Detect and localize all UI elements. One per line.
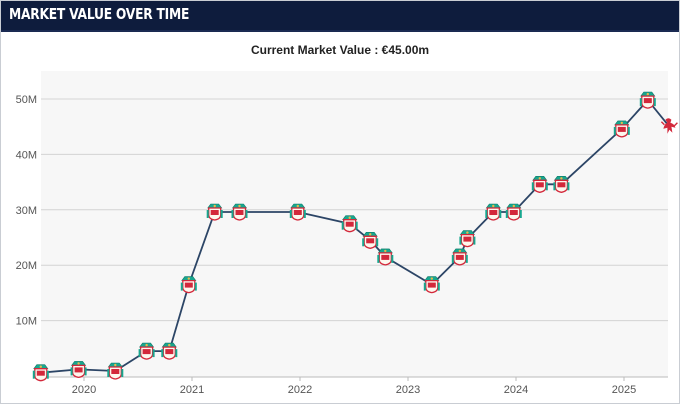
club-crest-icon bbox=[138, 342, 155, 360]
club-crest-icon bbox=[377, 248, 394, 266]
data-point[interactable] bbox=[639, 91, 656, 109]
club-crest-icon bbox=[70, 361, 87, 379]
current-market-value: Current Market Value : €45.00m bbox=[1, 43, 679, 57]
data-point[interactable] bbox=[505, 203, 522, 221]
data-point[interactable] bbox=[231, 203, 248, 221]
club-crest-icon bbox=[289, 203, 306, 221]
y-tick-label: 40M bbox=[16, 149, 37, 161]
data-point[interactable] bbox=[485, 203, 502, 221]
club-crest-icon bbox=[180, 276, 197, 294]
data-point[interactable] bbox=[107, 362, 124, 380]
club-crest-icon bbox=[362, 232, 379, 249]
club-crest-icon bbox=[231, 203, 248, 221]
liver-bird-icon bbox=[660, 118, 678, 134]
data-point[interactable] bbox=[138, 342, 155, 360]
data-point[interactable] bbox=[451, 248, 468, 266]
club-crest-icon bbox=[553, 176, 570, 193]
data-point[interactable] bbox=[459, 230, 476, 248]
data-point[interactable] bbox=[289, 203, 306, 221]
widget-title: MARKET VALUE OVER TIME bbox=[9, 5, 190, 23]
club-crest-icon bbox=[32, 364, 49, 382]
x-tick-label: 2025 bbox=[612, 384, 636, 396]
widget-header: MARKET VALUE OVER TIME bbox=[1, 1, 679, 32]
data-point[interactable] bbox=[423, 276, 440, 294]
y-axis: 10M 20M 30M 40M 50M bbox=[16, 94, 37, 328]
data-point[interactable] bbox=[377, 248, 394, 266]
value-line bbox=[40, 98, 671, 374]
data-point[interactable] bbox=[613, 120, 630, 138]
data-point[interactable] bbox=[180, 276, 197, 294]
data-point[interactable] bbox=[32, 364, 49, 382]
club-crest-icon bbox=[451, 248, 468, 266]
data-points bbox=[32, 91, 678, 382]
club-crest-icon bbox=[107, 362, 124, 380]
current-value-marker[interactable] bbox=[660, 118, 678, 134]
data-point[interactable] bbox=[70, 361, 87, 379]
x-axis: 2020 2021 2022 2023 2024 2025 bbox=[41, 376, 668, 396]
data-point[interactable] bbox=[553, 176, 570, 193]
club-crest-icon bbox=[531, 176, 548, 193]
grid-lines bbox=[41, 98, 668, 322]
data-point[interactable] bbox=[362, 232, 379, 249]
y-tick-label: 30M bbox=[16, 205, 37, 217]
club-crest-icon bbox=[423, 276, 440, 294]
club-crest-icon bbox=[639, 91, 656, 109]
y-tick-label: 50M bbox=[16, 94, 37, 106]
club-crest-icon bbox=[161, 342, 178, 360]
x-tick-label: 2021 bbox=[180, 384, 204, 396]
club-crest-icon bbox=[341, 215, 358, 233]
x-tick-label: 2023 bbox=[396, 384, 420, 396]
y-tick-label: 10M bbox=[16, 316, 37, 328]
x-tick-label: 2020 bbox=[72, 384, 96, 396]
club-crest-icon bbox=[206, 203, 223, 221]
current-market-value-label: Current Market Value : bbox=[250, 43, 379, 57]
club-crest-icon bbox=[485, 203, 502, 221]
data-point[interactable] bbox=[531, 176, 548, 193]
data-point[interactable] bbox=[161, 342, 178, 360]
x-tick-label: 2022 bbox=[288, 384, 312, 396]
club-crest-icon bbox=[505, 203, 522, 221]
x-tick-label: 2024 bbox=[504, 384, 528, 396]
data-point[interactable] bbox=[206, 203, 223, 221]
data-point[interactable] bbox=[341, 215, 358, 233]
club-crest-icon bbox=[613, 120, 630, 138]
club-crest-icon bbox=[459, 230, 476, 248]
current-market-value-amount: €45.00m bbox=[381, 43, 430, 57]
y-tick-label: 20M bbox=[16, 260, 37, 272]
